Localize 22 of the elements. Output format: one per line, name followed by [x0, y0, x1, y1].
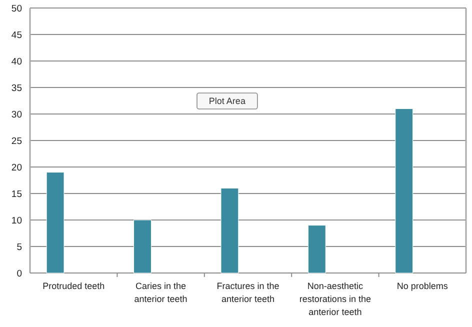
y-tick-label: 30: [11, 109, 22, 120]
x-tick-label: Caries in the anterior teeth: [134, 281, 188, 304]
bar: [46, 172, 64, 274]
y-tick-label: 0: [16, 268, 22, 280]
y-tick-label: 40: [11, 56, 22, 68]
x-tick-label: Fractures in the anterior teeth: [216, 281, 280, 304]
bar: [220, 188, 239, 274]
bar: [134, 220, 152, 274]
y-tick-label: 10: [11, 215, 22, 226]
y-tick-label: 5: [16, 242, 22, 253]
bar: [395, 108, 414, 274]
x-tick-label: Non-aesthetic restorations in the anterior teeth: [299, 281, 371, 317]
y-tick-label: 35: [11, 82, 22, 94]
x-tick-label: Protruded teeth: [42, 281, 105, 291]
x-tick-label: No problems: [396, 281, 448, 291]
y-tick-label: 50: [11, 3, 22, 14]
y-tick-label: 25: [11, 136, 22, 147]
y-tick-label: 20: [11, 162, 22, 174]
annotation: Plot Area: [208, 96, 246, 106]
bar: [308, 225, 326, 274]
y-tick-label: 45: [11, 30, 22, 41]
y-tick-label: 15: [11, 188, 22, 200]
